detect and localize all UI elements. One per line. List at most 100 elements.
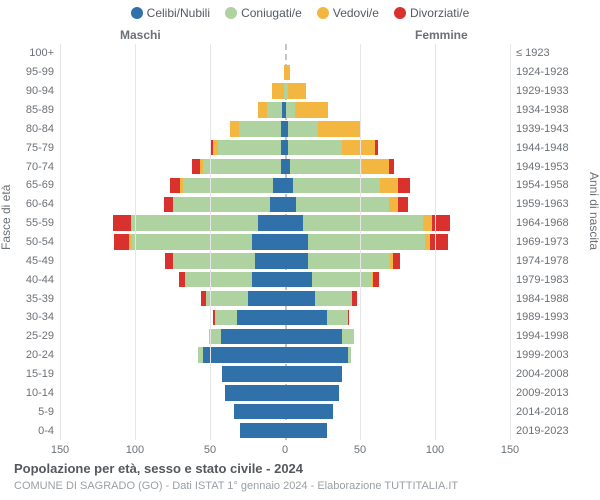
bar-segment <box>285 423 327 438</box>
grid-line <box>135 44 136 440</box>
bar-segment <box>352 291 357 306</box>
legend-item: Coniugati/e <box>225 6 302 20</box>
pyramid-row-female <box>285 423 510 438</box>
bar-segment <box>165 253 173 268</box>
x-tick-label: 150 <box>51 444 69 456</box>
pyramid-row-male <box>60 310 285 325</box>
bar-segment <box>285 404 333 419</box>
bar-segment <box>258 215 285 230</box>
bar-segment <box>234 404 285 419</box>
x-tick-label: 150 <box>501 444 519 456</box>
bar-segment <box>303 215 423 230</box>
birth-year-label: 1989-1993 <box>516 311 569 323</box>
pyramid-row-male <box>60 83 285 98</box>
bar-segment <box>308 234 425 249</box>
pyramid-row-male <box>60 121 285 136</box>
bar-segment <box>270 197 285 212</box>
birth-year-label: 1999-2003 <box>516 349 569 361</box>
legend-item: Vedovi/e <box>317 6 379 20</box>
legend-label: Coniugati/e <box>241 6 302 20</box>
birth-year-label: 2019-2023 <box>516 425 569 437</box>
bar-segment <box>285 385 339 400</box>
bar-segment <box>252 272 285 287</box>
age-label: 20-24 <box>26 349 54 361</box>
legend-item: Celibi/Nubili <box>131 6 210 20</box>
column-header-male: Maschi <box>120 28 161 42</box>
bar-segment <box>267 102 282 117</box>
pyramid-row-female <box>285 178 510 193</box>
bar-segment <box>398 197 409 212</box>
bar-segment <box>222 366 285 381</box>
legend-label: Divorziati/e <box>410 6 469 20</box>
pyramid-row-male <box>60 234 285 249</box>
birth-year-label: 1959-1963 <box>516 198 569 210</box>
pyramid-row-male <box>60 347 285 362</box>
grid-line <box>210 44 211 440</box>
bar-segment <box>373 272 379 287</box>
pyramid-row-female <box>285 404 510 419</box>
legend-swatch <box>131 7 143 19</box>
age-label: 90-94 <box>26 85 54 97</box>
bar-segment <box>348 347 351 362</box>
bar-segment <box>288 121 318 136</box>
legend: Celibi/Nubili Coniugati/e Vedovi/e Divor… <box>0 6 600 20</box>
pyramid-row-male <box>60 140 285 155</box>
bar-segment <box>285 65 290 80</box>
bar-segment <box>288 83 306 98</box>
age-label: 35-39 <box>26 293 54 305</box>
bar-segment <box>240 423 285 438</box>
bar-segment <box>375 140 378 155</box>
pyramid-row-male <box>60 423 285 438</box>
age-label: 40-44 <box>26 274 54 286</box>
age-label: 60-64 <box>26 198 54 210</box>
legend-label: Celibi/Nubili <box>147 6 210 20</box>
legend-swatch <box>317 7 329 19</box>
pyramid-row-female <box>285 83 510 98</box>
age-label: 30-34 <box>26 311 54 323</box>
x-tick-label: 50 <box>204 444 216 456</box>
bar-segment <box>286 102 295 117</box>
y-axis-title-left: Fasce di età <box>0 185 13 250</box>
bar-segment <box>239 121 281 136</box>
pyramid-row-female <box>285 253 510 268</box>
pyramid-row-male <box>60 329 285 344</box>
legend-swatch <box>394 7 406 19</box>
age-label: 50-54 <box>26 236 54 248</box>
birth-year-label: 1929-1933 <box>516 85 569 97</box>
bar-segment <box>285 310 327 325</box>
bar-segment <box>285 347 348 362</box>
bar-segment <box>285 234 308 249</box>
birth-year-label: 1974-1978 <box>516 255 569 267</box>
bar-segment <box>206 291 248 306</box>
pyramid-row-female <box>285 347 510 362</box>
age-label: 55-59 <box>26 217 54 229</box>
bar-segment <box>252 234 285 249</box>
bar-segment <box>221 329 286 344</box>
bar-segment <box>315 291 352 306</box>
age-label: 15-19 <box>26 368 54 380</box>
bar-segment <box>288 140 342 155</box>
bar-segment <box>389 197 398 212</box>
y-axis-title-right: Anni di nascita <box>587 172 600 250</box>
grid-line <box>435 44 436 440</box>
age-label: 70-74 <box>26 161 54 173</box>
pyramid-row-female <box>285 65 510 80</box>
birth-year-label: 2014-2018 <box>516 406 569 418</box>
birth-year-label: 1994-1998 <box>516 330 569 342</box>
pyramid-row-male <box>60 46 285 61</box>
pyramid-row-male <box>60 102 285 117</box>
birth-year-label: 1934-1938 <box>516 104 569 116</box>
bar-segment <box>164 197 173 212</box>
pyramid-row-female <box>285 366 510 381</box>
bar-segment <box>327 310 348 325</box>
pyramid-row-male <box>60 291 285 306</box>
age-label: 25-29 <box>26 330 54 342</box>
bar-segment <box>170 178 181 193</box>
bar-segment <box>285 253 308 268</box>
column-header-female: Femmine <box>415 28 468 42</box>
bar-segment <box>423 215 432 230</box>
grid-line <box>360 44 361 440</box>
x-tick-label: 0 <box>282 444 288 456</box>
bar-segment <box>173 253 256 268</box>
pyramid-row-female <box>285 121 510 136</box>
